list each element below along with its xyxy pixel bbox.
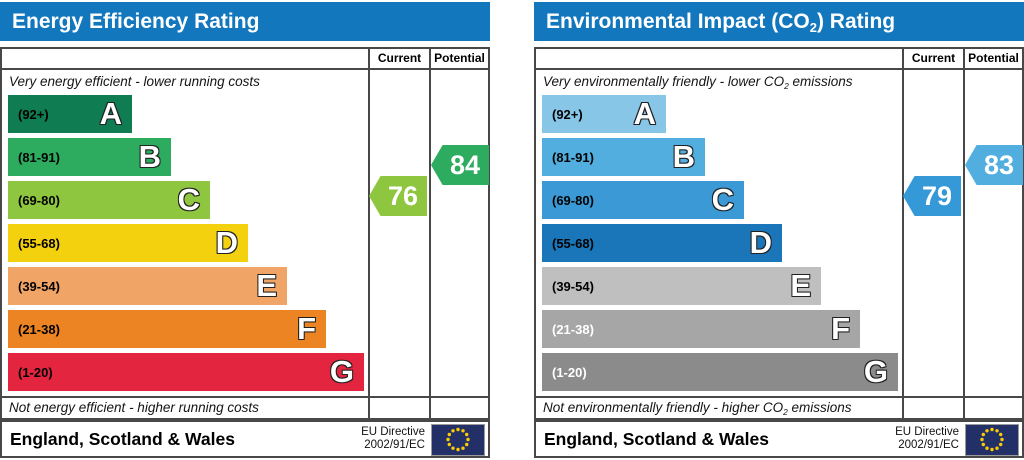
energy-chart-footer: England, Scotland & Wales EU Directive 2… bbox=[0, 420, 490, 458]
energy-band-b-bar: (81-91) B bbox=[8, 138, 171, 176]
env-chart-title: Environmental Impact (CO2) Rating bbox=[546, 10, 896, 36]
band-range-label: (69-80) bbox=[552, 192, 594, 208]
band-range-label: (92+) bbox=[18, 106, 49, 122]
current-rating-value: 79 bbox=[921, 180, 953, 211]
potential-rating-value: 83 bbox=[983, 149, 1015, 180]
env-band-b-bar: (81-91) B bbox=[542, 138, 705, 176]
energy-band-f-bar: (21-38) F bbox=[8, 310, 326, 348]
energy-band-bars: (92+) A (81-91) B (69-80) C (55-68) bbox=[8, 95, 364, 396]
band-letter: A bbox=[99, 95, 123, 132]
potential-column-divider bbox=[429, 47, 431, 420]
current-column-header: Current bbox=[911, 51, 956, 65]
band-letter: G bbox=[329, 353, 355, 390]
potential-rating-arrow: 84 bbox=[431, 145, 489, 185]
band-letter: E bbox=[256, 267, 278, 304]
region-label: England, Scotland & Wales bbox=[10, 429, 235, 449]
band-range-label: (69-80) bbox=[18, 192, 60, 208]
energy-band-g-bar: (1-20) G bbox=[8, 353, 364, 391]
eu-flag-icon bbox=[965, 424, 1019, 456]
env-band-g-bar: (1-20) G bbox=[542, 353, 898, 391]
band-letter: A bbox=[633, 95, 657, 132]
band-row-b: (81-91) B bbox=[8, 138, 364, 181]
env-band-e-bar: (39-54) E bbox=[542, 267, 821, 305]
current-column-divider bbox=[368, 47, 370, 420]
env-band-f-bar: (21-38) F bbox=[542, 310, 860, 348]
band-letter: C bbox=[711, 181, 735, 218]
band-range-label: (21-38) bbox=[552, 321, 594, 337]
eu-directive-label: EU Directive 2002/91/EC bbox=[361, 426, 425, 451]
band-letter: D bbox=[749, 224, 773, 261]
energy-band-e-bar: (39-54) E bbox=[8, 267, 287, 305]
env-chart-title-bar: Environmental Impact (CO2) Rating bbox=[534, 2, 1024, 41]
potential-column-divider bbox=[963, 47, 965, 420]
current-rating-value: 76 bbox=[387, 180, 419, 211]
band-letter: B bbox=[138, 138, 162, 175]
band-row-g: (1-20) G bbox=[542, 353, 898, 396]
table-header-divider bbox=[0, 68, 490, 70]
band-row-f: (21-38) F bbox=[542, 310, 898, 353]
env-bottom-note: Not environmentally friendly - higher CO… bbox=[543, 400, 852, 417]
band-row-e: (39-54) E bbox=[8, 267, 364, 310]
band-row-g: (1-20) G bbox=[8, 353, 364, 396]
band-range-label: (39-54) bbox=[552, 278, 594, 294]
band-letter: E bbox=[790, 267, 812, 304]
band-letter: G bbox=[863, 353, 889, 390]
band-range-label: (21-38) bbox=[18, 321, 60, 337]
band-letter: C bbox=[177, 181, 201, 218]
potential-rating-arrow: 83 bbox=[965, 145, 1023, 185]
env-top-note: Very environmentally friendly - lower CO… bbox=[543, 74, 853, 91]
band-row-c: (69-80) C bbox=[542, 181, 898, 224]
energy-chart-title-bar: Energy Efficiency Rating bbox=[0, 2, 490, 41]
energy-bottom-note: Not energy efficient - higher running co… bbox=[9, 400, 259, 415]
potential-column-header: Potential bbox=[434, 51, 485, 65]
current-rating-arrow: 79 bbox=[903, 176, 961, 216]
band-row-d: (55-68) D bbox=[8, 224, 364, 267]
environmental-impact-chart: Environmental Impact (CO2) Rating Curren… bbox=[534, 0, 1024, 460]
band-letter: D bbox=[215, 224, 239, 261]
table-bottom-divider bbox=[0, 396, 490, 398]
band-row-b: (81-91) B bbox=[542, 138, 898, 181]
potential-rating-value: 84 bbox=[449, 149, 481, 180]
energy-band-d-bar: (55-68) D bbox=[8, 224, 248, 262]
eu-flag-icon bbox=[431, 424, 485, 456]
band-range-label: (55-68) bbox=[552, 235, 594, 251]
env-band-a-bar: (92+) A bbox=[542, 95, 666, 133]
band-row-a: (92+) A bbox=[542, 95, 898, 138]
band-range-label: (81-91) bbox=[552, 149, 594, 165]
energy-top-note: Very energy efficient - lower running co… bbox=[9, 74, 260, 89]
current-column-header: Current bbox=[377, 51, 422, 65]
energy-band-c-bar: (69-80) C bbox=[8, 181, 210, 219]
current-rating-arrow: 76 bbox=[369, 176, 427, 216]
region-label: England, Scotland & Wales bbox=[544, 429, 769, 449]
table-bottom-divider bbox=[534, 396, 1024, 398]
env-band-bars: (92+) A (81-91) B (69-80) C (55-68) bbox=[542, 95, 898, 396]
eu-directive-label: EU Directive 2002/91/EC bbox=[895, 426, 959, 451]
current-column-divider bbox=[902, 47, 904, 420]
energy-band-a-bar: (92+) A bbox=[8, 95, 132, 133]
band-letter: B bbox=[672, 138, 696, 175]
band-letter: F bbox=[830, 310, 851, 347]
band-range-label: (55-68) bbox=[18, 235, 60, 251]
energy-chart-title: Energy Efficiency Rating bbox=[12, 10, 260, 33]
energy-efficiency-chart: Energy Efficiency Rating Current Potenti… bbox=[0, 0, 490, 460]
band-row-f: (21-38) F bbox=[8, 310, 364, 353]
band-row-a: (92+) A bbox=[8, 95, 364, 138]
band-row-c: (69-80) C bbox=[8, 181, 364, 224]
potential-column-header: Potential bbox=[968, 51, 1019, 65]
band-range-label: (81-91) bbox=[18, 149, 60, 165]
band-row-d: (55-68) D bbox=[542, 224, 898, 267]
table-header-divider bbox=[534, 68, 1024, 70]
band-range-label: (92+) bbox=[552, 106, 583, 122]
band-row-e: (39-54) E bbox=[542, 267, 898, 310]
env-band-d-bar: (55-68) D bbox=[542, 224, 782, 262]
env-band-c-bar: (69-80) C bbox=[542, 181, 744, 219]
band-letter: F bbox=[296, 310, 317, 347]
env-chart-footer: England, Scotland & Wales EU Directive 2… bbox=[534, 420, 1024, 458]
band-range-label: (1-20) bbox=[18, 364, 53, 380]
band-range-label: (1-20) bbox=[552, 364, 587, 380]
band-range-label: (39-54) bbox=[18, 278, 60, 294]
